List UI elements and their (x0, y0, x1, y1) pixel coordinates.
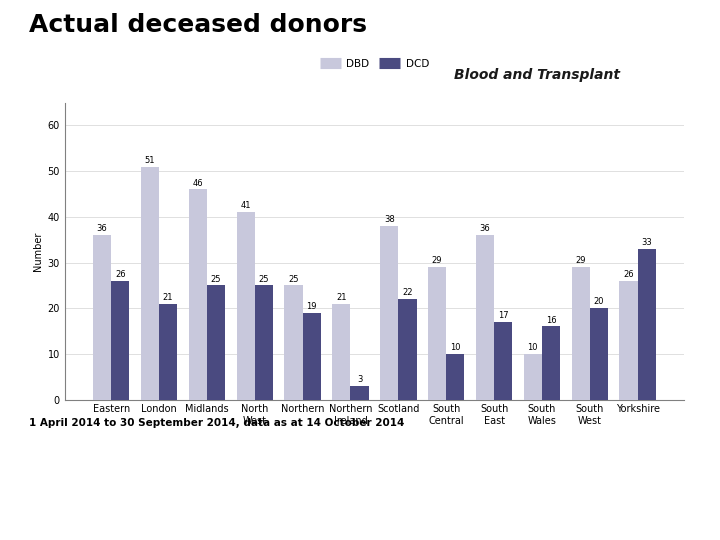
Text: 51: 51 (145, 156, 155, 165)
Text: 36: 36 (96, 224, 107, 233)
Text: 21: 21 (163, 293, 174, 302)
Bar (542, 327, 560, 400)
Text: 25: 25 (211, 274, 221, 284)
Bar (189, 190, 207, 400)
Bar (111, 281, 130, 400)
Bar (284, 285, 302, 400)
Text: 33: 33 (642, 238, 652, 247)
Text: 26: 26 (624, 270, 634, 279)
Text: 20: 20 (594, 298, 604, 306)
Text: 22: 22 (402, 288, 413, 297)
Bar (523, 354, 542, 400)
Bar (159, 303, 177, 400)
Text: 10: 10 (450, 343, 461, 352)
Bar (351, 386, 369, 400)
Text: 41: 41 (240, 201, 251, 211)
Text: Actual deceased donors: Actual deceased donors (29, 14, 366, 37)
Bar (332, 303, 351, 400)
Bar (207, 285, 225, 400)
Bar (255, 285, 273, 400)
Text: 25: 25 (288, 274, 299, 284)
Bar (590, 308, 608, 400)
Text: 16: 16 (546, 316, 557, 325)
Bar (476, 235, 494, 400)
Bar (302, 313, 321, 400)
Y-axis label: Number: Number (33, 232, 43, 271)
Bar (428, 267, 446, 400)
Text: NHS: NHS (536, 35, 583, 54)
Bar (619, 281, 638, 400)
Text: 25: 25 (258, 274, 269, 284)
Bar (141, 166, 159, 400)
Text: 36: 36 (480, 224, 490, 233)
Bar (446, 354, 464, 400)
Text: 19: 19 (307, 302, 317, 311)
Bar (398, 299, 417, 400)
Text: Midlands Regional Collaborative: Midlands Regional Collaborative (18, 504, 320, 522)
Text: 38: 38 (384, 215, 395, 224)
Text: 1 April 2014 to 30 September 2014, data as at 14 October 2014: 1 April 2014 to 30 September 2014, data … (29, 418, 404, 429)
Bar (572, 267, 590, 400)
Text: 26: 26 (115, 270, 125, 279)
Bar (237, 212, 255, 400)
Text: 29: 29 (575, 256, 586, 265)
Bar (494, 322, 512, 400)
Text: 3: 3 (357, 375, 362, 384)
Bar (380, 226, 398, 400)
Text: 29: 29 (432, 256, 442, 265)
Text: 17: 17 (498, 311, 508, 320)
Text: 10: 10 (528, 343, 538, 352)
Text: 21: 21 (336, 293, 346, 302)
Bar (638, 249, 656, 400)
Legend: DBD, DCD: DBD, DCD (316, 55, 433, 73)
Bar (93, 235, 111, 400)
Text: 46: 46 (192, 179, 203, 187)
Text: Blood and Transplant: Blood and Transplant (454, 68, 620, 82)
